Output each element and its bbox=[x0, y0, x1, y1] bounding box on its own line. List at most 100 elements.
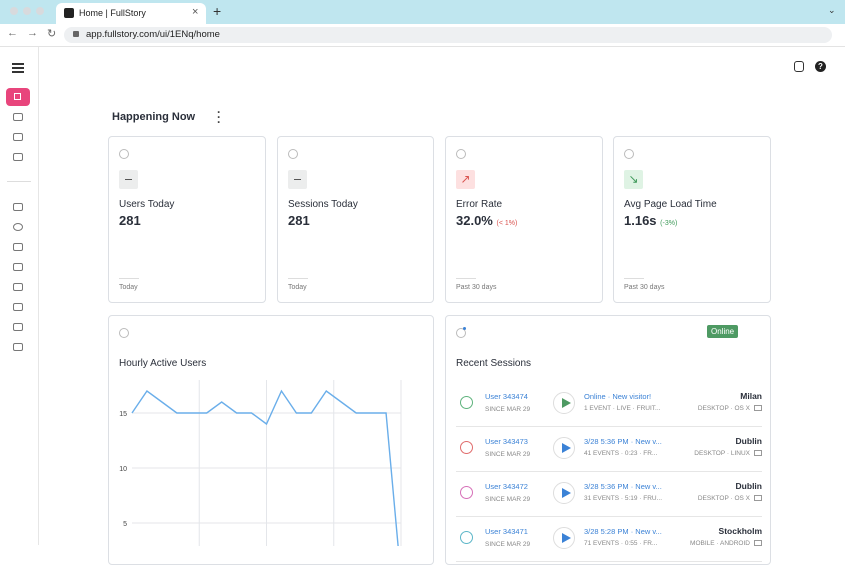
tab-close[interactable]: × bbox=[192, 6, 199, 18]
divider bbox=[456, 278, 476, 279]
session-row[interactable]: User 343473 SINCE MAR 29 3/28 5:36 PM · Ne… bbox=[446, 427, 770, 472]
session-city: Dublin bbox=[735, 436, 762, 446]
clock-icon bbox=[119, 149, 129, 159]
device-icon bbox=[754, 450, 762, 456]
nav-icon[interactable] bbox=[13, 223, 23, 231]
divider bbox=[288, 278, 308, 279]
session-detail: 1 EVENT · LIVE · FRUIT... bbox=[584, 405, 661, 412]
session-row[interactable]: User 343471 SINCE MAR 29 3/28 5:28 PM · Ne… bbox=[446, 517, 770, 562]
metric-period: Today bbox=[119, 284, 138, 291]
metric-value: 281 bbox=[119, 213, 141, 228]
session-device: DESKTOP · OS X bbox=[697, 405, 750, 412]
clock-icon bbox=[288, 149, 298, 159]
session-city: Dublin bbox=[735, 481, 762, 491]
avatar bbox=[460, 441, 473, 454]
row-divider bbox=[456, 426, 762, 427]
metric-label: Users Today bbox=[119, 199, 175, 210]
session-title: 3/28 5:36 PM · New v... bbox=[584, 482, 662, 491]
address-row: ← → ↻ app.fullstory.com/ui/1ENq/home bbox=[0, 24, 845, 47]
metric-label: Sessions Today bbox=[288, 199, 358, 210]
nav-icon[interactable] bbox=[13, 153, 23, 161]
dash bbox=[125, 179, 132, 180]
reload-button[interactable]: ↻ bbox=[47, 28, 57, 40]
avatar bbox=[460, 486, 473, 499]
nav-icon[interactable] bbox=[13, 113, 23, 121]
more-menu[interactable]: · · · bbox=[217, 105, 221, 129]
favicon bbox=[64, 8, 74, 18]
clock-icon bbox=[456, 328, 466, 338]
tab-menu[interactable]: ⌄ bbox=[828, 5, 836, 15]
help-icon[interactable]: ? bbox=[815, 61, 826, 72]
user-since: SINCE MAR 29 bbox=[485, 406, 531, 413]
metric-period: Today bbox=[288, 284, 307, 291]
divider bbox=[119, 278, 139, 279]
sidebar bbox=[0, 47, 39, 545]
data-line bbox=[131, 389, 399, 546]
metric-period: Past 30 days bbox=[456, 284, 497, 291]
avatar bbox=[460, 531, 473, 544]
session-row[interactable]: User 343474 SINCE MAR 29 Online · New visi… bbox=[446, 382, 770, 427]
device-icon bbox=[754, 495, 762, 501]
play-icon bbox=[562, 488, 571, 498]
user-since: SINCE MAR 29 bbox=[485, 451, 531, 458]
tab-bar: Home | FullStory × + ⌄ bbox=[0, 0, 845, 24]
forward-button[interactable]: → bbox=[27, 27, 38, 39]
sessions-card: Online Recent Sessions User 343474 SINCE … bbox=[445, 315, 771, 565]
metric-period: Past 30 days bbox=[624, 284, 665, 291]
status-badge: Online bbox=[707, 325, 739, 338]
session-detail: 71 EVENTS · 0:55 · FR... bbox=[584, 540, 658, 547]
play-icon bbox=[562, 443, 571, 453]
window-button[interactable] bbox=[10, 7, 18, 15]
window-button[interactable] bbox=[36, 7, 44, 15]
session-device: DESKTOP · LINUX bbox=[694, 450, 750, 457]
nav-icon[interactable] bbox=[13, 283, 23, 291]
nav-icon[interactable] bbox=[13, 263, 23, 271]
clock-icon bbox=[119, 328, 129, 338]
session-detail: 41 EVENTS · 0:23 · FR... bbox=[584, 450, 658, 457]
address-bar[interactable]: app.fullstory.com/ui/1ENq/home bbox=[64, 27, 832, 43]
section-title: Happening Now bbox=[112, 111, 196, 123]
nav-icon[interactable] bbox=[13, 203, 23, 211]
metric-value-row: 32.0% (< 1%) bbox=[456, 213, 517, 228]
tab[interactable]: Home | FullStory × bbox=[56, 3, 206, 24]
metric-value: 1.16s bbox=[624, 213, 657, 228]
hand-icon[interactable] bbox=[794, 61, 804, 72]
metric-card: Sessions Today 281 Today bbox=[277, 136, 434, 303]
metric-value: 281 bbox=[288, 213, 310, 228]
home-icon bbox=[14, 93, 21, 100]
metric-card: ↗ Error Rate 32.0% (< 1%) Past 30 days bbox=[445, 136, 603, 303]
session-row[interactable]: User 343472 SINCE MAR 29 3/28 5:36 PM · Ne… bbox=[446, 472, 770, 517]
chart-card: Hourly Active Users 5 10 15 bbox=[108, 315, 434, 565]
row-divider bbox=[456, 471, 762, 472]
menu-icon[interactable] bbox=[12, 63, 24, 65]
back-button[interactable]: ← bbox=[7, 27, 18, 39]
play-button[interactable] bbox=[553, 437, 575, 459]
row-divider bbox=[456, 561, 762, 562]
play-icon bbox=[562, 533, 571, 543]
play-button[interactable] bbox=[553, 392, 575, 414]
nav-icon[interactable] bbox=[13, 243, 23, 251]
y-tick-label: 10 bbox=[119, 466, 127, 473]
metric-card: Users Today 281 Today bbox=[108, 136, 266, 303]
user-name: User 343471 bbox=[485, 527, 528, 536]
nav-icon[interactable] bbox=[13, 343, 23, 351]
chart: 5 10 15 bbox=[119, 380, 402, 546]
y-tick-label: 15 bbox=[119, 411, 127, 418]
nav-icon[interactable] bbox=[13, 303, 23, 311]
window-button[interactable] bbox=[23, 7, 31, 15]
divider bbox=[624, 278, 644, 279]
nav-icon[interactable] bbox=[13, 133, 23, 141]
new-tab[interactable]: + bbox=[213, 3, 222, 19]
nav-icon[interactable] bbox=[13, 323, 23, 331]
play-button[interactable] bbox=[553, 527, 575, 549]
user-name: User 343472 bbox=[485, 482, 528, 491]
session-title: Online · New visitor! bbox=[584, 392, 652, 401]
trend-icon bbox=[119, 170, 138, 189]
device-icon bbox=[754, 540, 762, 546]
clock-icon bbox=[624, 149, 634, 159]
metric-card: ↘ Avg Page Load Time 1.16s (-3%) Past 30… bbox=[613, 136, 771, 303]
home-nav[interactable] bbox=[6, 88, 30, 106]
metric-value-row: 1.16s (-3%) bbox=[624, 213, 677, 228]
play-button[interactable] bbox=[553, 482, 575, 504]
session-city: Milan bbox=[740, 391, 762, 401]
